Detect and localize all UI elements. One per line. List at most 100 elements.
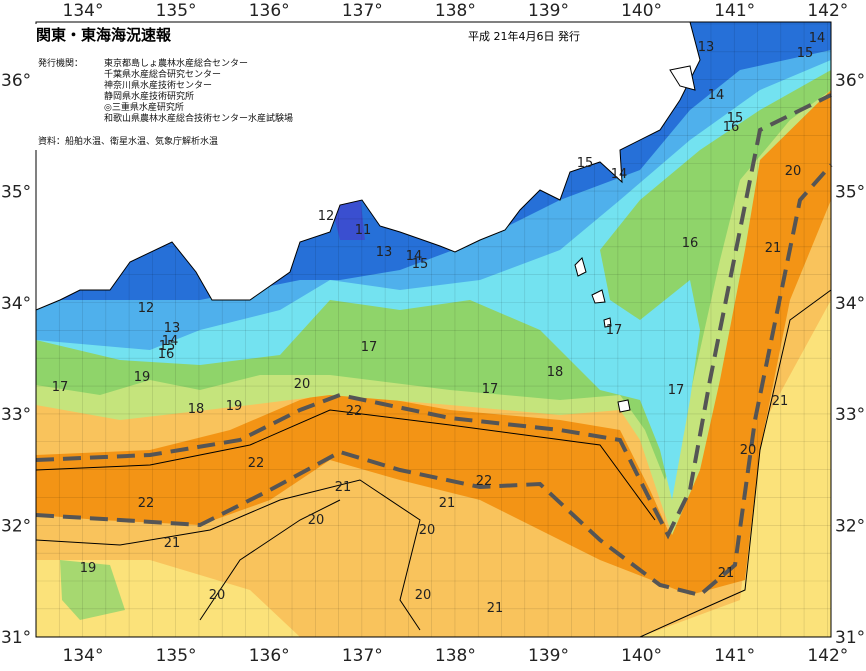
longitude-label: 134° bbox=[63, 1, 104, 21]
coastline bbox=[603, 317, 612, 328]
contour-label: 13 bbox=[164, 321, 181, 336]
contour-label: 15 bbox=[412, 257, 429, 272]
contour-label: 18 bbox=[188, 402, 205, 417]
longitude-label: 135° bbox=[156, 646, 197, 666]
contour-label: 20 bbox=[308, 513, 325, 528]
contour-label: 15 bbox=[797, 46, 814, 61]
sources: 資料：船舶水温、衛星水温、気象庁解析水温 bbox=[38, 135, 218, 147]
contour-label: 21 bbox=[487, 601, 504, 616]
legend-box bbox=[32, 24, 332, 150]
contour-label: 17 bbox=[52, 380, 69, 395]
contour-label: 21 bbox=[335, 480, 352, 495]
longitude-label: 136° bbox=[249, 646, 290, 666]
contour-label: 14 bbox=[611, 167, 628, 182]
contour-label: 12 bbox=[138, 301, 155, 316]
publisher: 和歌山県農林水産総合技術センター水産試験場 bbox=[104, 112, 293, 124]
longitude-label: 139° bbox=[528, 646, 569, 666]
contour-label: 15 bbox=[159, 339, 176, 354]
isotherm bbox=[199, 499, 341, 621]
publisher: 千葉県水産総合研究センター bbox=[104, 68, 221, 80]
longitude-label: 140° bbox=[621, 1, 662, 21]
coastline bbox=[591, 289, 606, 304]
contour-label: 21 bbox=[164, 536, 181, 551]
contour-label: 20 bbox=[740, 443, 757, 458]
longitude-label: 141° bbox=[714, 646, 755, 666]
longitude-label: 137° bbox=[342, 1, 383, 21]
latitude-label: 31° bbox=[1, 628, 31, 648]
contour-label: 20 bbox=[419, 523, 436, 538]
contour-label: 12 bbox=[318, 209, 335, 224]
isotherms bbox=[35, 93, 833, 638]
kuroshio-axis bbox=[35, 163, 833, 598]
isotherm bbox=[639, 289, 832, 638]
longitude-label: 138° bbox=[435, 646, 476, 666]
contour-label: 16 bbox=[723, 120, 740, 135]
latitude-label: 31° bbox=[835, 628, 865, 648]
contour-label: 19 bbox=[134, 370, 151, 385]
contour-label: 21 bbox=[439, 496, 456, 511]
contour-label: 15 bbox=[727, 111, 744, 126]
publisher: ◎三重県水産研究所 bbox=[104, 101, 184, 113]
contour-label: 14 bbox=[809, 31, 826, 46]
publisher: 静岡県水産技術研究所 bbox=[104, 90, 194, 102]
latitude-label: 34° bbox=[835, 294, 865, 314]
contour-label: 16 bbox=[682, 236, 699, 251]
contour-label: 13 bbox=[376, 245, 393, 260]
latitude-label: 33° bbox=[1, 405, 31, 425]
contour-label: 14 bbox=[708, 88, 725, 103]
contour-label: 16 bbox=[158, 347, 175, 362]
latitude-label: 35° bbox=[835, 182, 865, 202]
longitude-label: 135° bbox=[156, 1, 197, 21]
contour-label: 15 bbox=[577, 156, 594, 171]
latitude-label: 35° bbox=[1, 182, 31, 202]
latitude-label: 33° bbox=[835, 405, 865, 425]
longitude-label: 137° bbox=[342, 646, 383, 666]
latitude-label: 32° bbox=[1, 517, 31, 537]
longitude-label: 136° bbox=[249, 1, 290, 21]
contour-label: 22 bbox=[248, 456, 265, 471]
contour-label: 20 bbox=[209, 588, 226, 603]
contour-label: 19 bbox=[226, 399, 243, 414]
contour-label: 17 bbox=[482, 382, 499, 397]
latitude-label: 36° bbox=[1, 71, 31, 91]
latitude-label: 34° bbox=[1, 294, 31, 314]
latitude-label: 36° bbox=[835, 71, 865, 91]
contour-label: 21 bbox=[765, 241, 782, 256]
kuroshio-axis bbox=[35, 93, 832, 540]
contour-label: 19 bbox=[80, 561, 97, 576]
longitude-label: 134° bbox=[63, 646, 104, 666]
coastline bbox=[669, 65, 696, 91]
isotherm bbox=[35, 479, 421, 631]
title: 関東・東海海況速報 bbox=[36, 26, 172, 44]
contour-label: 17 bbox=[361, 340, 378, 355]
contour-label: 17 bbox=[668, 383, 685, 398]
contour-label: 22 bbox=[476, 474, 493, 489]
contour-label: 14 bbox=[406, 249, 423, 264]
frame bbox=[35, 21, 832, 638]
longitude-label: 142° bbox=[807, 1, 848, 21]
coastline bbox=[574, 257, 587, 277]
publisher: 神奈川県水産技術センター bbox=[104, 79, 212, 91]
coastline bbox=[617, 399, 631, 413]
contour-label: 20 bbox=[415, 588, 432, 603]
temperature-zone bbox=[640, 300, 831, 637]
contour-label: 20 bbox=[785, 164, 802, 179]
longitude-label: 142° bbox=[807, 646, 848, 666]
longitude-label: 140° bbox=[621, 646, 662, 666]
publisher-label: 発行機関： bbox=[38, 57, 83, 69]
contour-label: 13 bbox=[698, 40, 715, 55]
issued-date: 平成 21年4月6日 発行 bbox=[468, 29, 580, 43]
longitude-label: 138° bbox=[435, 1, 476, 21]
contour-label: 20 bbox=[294, 377, 311, 392]
contour-label: 17 bbox=[606, 323, 623, 338]
isotherm bbox=[35, 409, 656, 521]
contour-label: 14 bbox=[162, 334, 179, 349]
temperature-zone bbox=[60, 560, 125, 620]
contour-label: 21 bbox=[718, 566, 735, 581]
contour-label: 22 bbox=[138, 496, 155, 511]
latitude-label: 32° bbox=[835, 517, 865, 537]
contour-label: 21 bbox=[772, 394, 789, 409]
longitude-label: 139° bbox=[528, 1, 569, 21]
longitude-label: 141° bbox=[714, 1, 755, 21]
